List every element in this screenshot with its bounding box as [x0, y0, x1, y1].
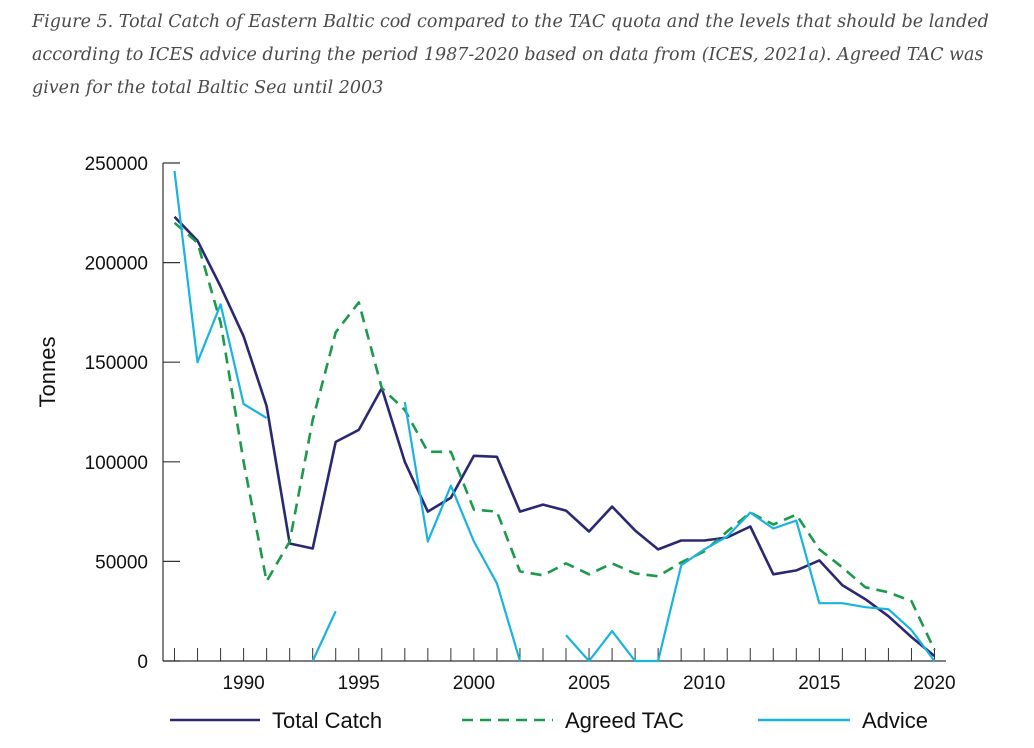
y-tick-label: 50000 [95, 552, 148, 573]
x-tick-label: 2000 [453, 673, 495, 694]
series-line-segment [565, 511, 936, 663]
legend-label: Agreed TAC [565, 708, 684, 733]
y-axis-label: Tonnes [35, 337, 60, 408]
x-tick-label: 2020 [913, 673, 955, 694]
series-total-catch [173, 215, 936, 658]
series-line-segment [173, 170, 268, 419]
x-tick-label: 2015 [798, 673, 840, 694]
figure-caption: Figure 5. Total Catch of Eastern Baltic … [32, 12, 989, 98]
chart-legend: Total Catch Agreed TAC Advice [170, 708, 928, 733]
x-tick-label: 2005 [568, 673, 610, 694]
series-line-segment [403, 401, 522, 662]
x-tick-label: 2010 [683, 673, 725, 694]
series-line-segment [311, 610, 337, 662]
y-tick-label: 100000 [85, 453, 148, 474]
series-advice [173, 170, 936, 663]
x-tick-label: 1995 [338, 673, 380, 694]
y-tick-label: 250000 [85, 154, 148, 175]
x-tick-label: 1990 [222, 673, 264, 694]
legend-label: Advice [862, 708, 928, 733]
y-tick-label: 0 [137, 652, 148, 673]
chart-axes: 0 50000 100000 150000 200000 250000 1990 1995 20… [85, 154, 956, 694]
y-tick-label: 150000 [85, 353, 148, 374]
series-agreed-tac [173, 221, 936, 651]
series-line-segment [173, 215, 936, 658]
y-tick-label: 200000 [85, 254, 148, 275]
series-line-segment [173, 221, 936, 651]
legend-label: Total Catch [272, 708, 382, 733]
series-layer [173, 170, 936, 663]
